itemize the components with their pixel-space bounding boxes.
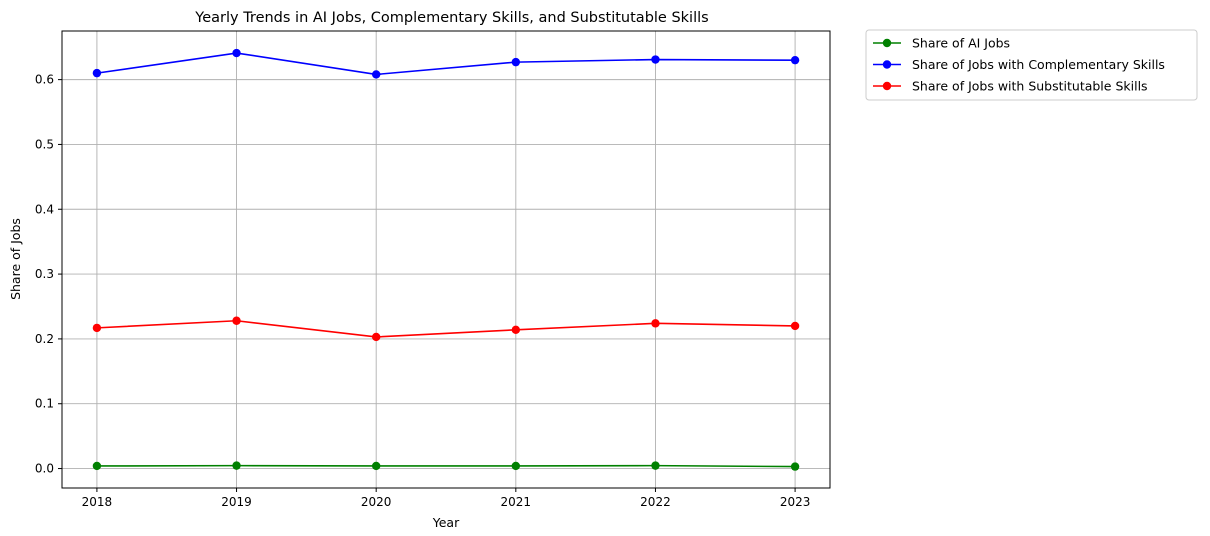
ticks: 2018 2019 2020 2021 2022 2023 0.0 0.1 0.2 0.3 0.4 0… — [35, 73, 810, 509]
y-tick-label: 0.5 — [35, 137, 54, 151]
data-point — [92, 461, 102, 471]
data-point — [790, 321, 800, 331]
grid — [62, 31, 830, 488]
x-tick-label: 2022 — [640, 495, 671, 509]
plot-frame — [61, 30, 831, 489]
series-line — [96, 319, 796, 338]
series-layer — [92, 48, 800, 471]
legend: Share of AI Jobs Share of Jobs with Compl… — [865, 29, 1198, 101]
chart-title: Yearly Trends in AI Jobs, Complementary … — [194, 10, 708, 26]
data-point — [511, 325, 521, 335]
x-tick-label: 2021 — [501, 495, 532, 509]
data-point — [651, 319, 660, 328]
legend-marker — [882, 81, 892, 91]
data-point — [232, 48, 241, 58]
legend-marker — [882, 60, 892, 69]
data-point — [651, 55, 660, 64]
x-tick-label: 2018 — [82, 495, 113, 509]
x-tick-label: 2019 — [221, 495, 252, 509]
data-point — [511, 461, 521, 471]
data-point — [92, 68, 102, 78]
data-point — [790, 462, 800, 471]
legend-label: Share of Jobs with Substitutable Skills — [912, 79, 1148, 94]
legend-label: Share of AI Jobs — [912, 36, 1010, 51]
legend-label: Share of Jobs with Complementary Skills — [912, 57, 1165, 72]
legend-frame — [865, 29, 1198, 101]
legend-marker — [882, 38, 892, 48]
data-point — [371, 332, 381, 342]
y-tick-label: 0.0 — [35, 462, 54, 476]
data-point — [790, 55, 800, 65]
data-point — [511, 57, 521, 67]
y-tick-label: 0.2 — [35, 332, 54, 346]
data-point — [651, 461, 660, 470]
data-point — [371, 70, 381, 79]
x-axis-label: Year — [432, 515, 460, 530]
y-tick-label: 0.3 — [35, 267, 54, 281]
x-tick-label: 2023 — [780, 495, 811, 509]
series-line — [96, 464, 796, 468]
data-point — [232, 316, 241, 325]
y-tick-label: 0.4 — [35, 202, 54, 216]
y-tick-label: 0.1 — [35, 397, 54, 411]
y-axis-label: Share of Jobs — [8, 218, 23, 300]
series-line — [96, 52, 796, 76]
data-point — [92, 323, 102, 333]
data-point — [371, 461, 381, 471]
data-point — [232, 461, 241, 470]
x-tick-label: 2020 — [361, 495, 392, 509]
y-tick-label: 0.6 — [35, 73, 54, 87]
